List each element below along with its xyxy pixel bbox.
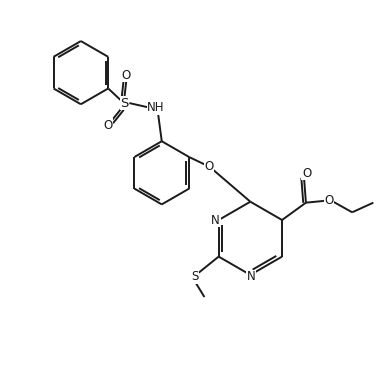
Text: N: N [247, 270, 256, 283]
Text: O: O [205, 160, 214, 173]
Text: S: S [120, 97, 129, 109]
Text: O: O [122, 69, 131, 82]
Text: O: O [103, 119, 113, 132]
Text: S: S [191, 270, 198, 283]
Text: O: O [302, 166, 311, 180]
Text: NH: NH [147, 101, 165, 114]
Text: O: O [324, 194, 334, 207]
Text: N: N [211, 213, 220, 227]
